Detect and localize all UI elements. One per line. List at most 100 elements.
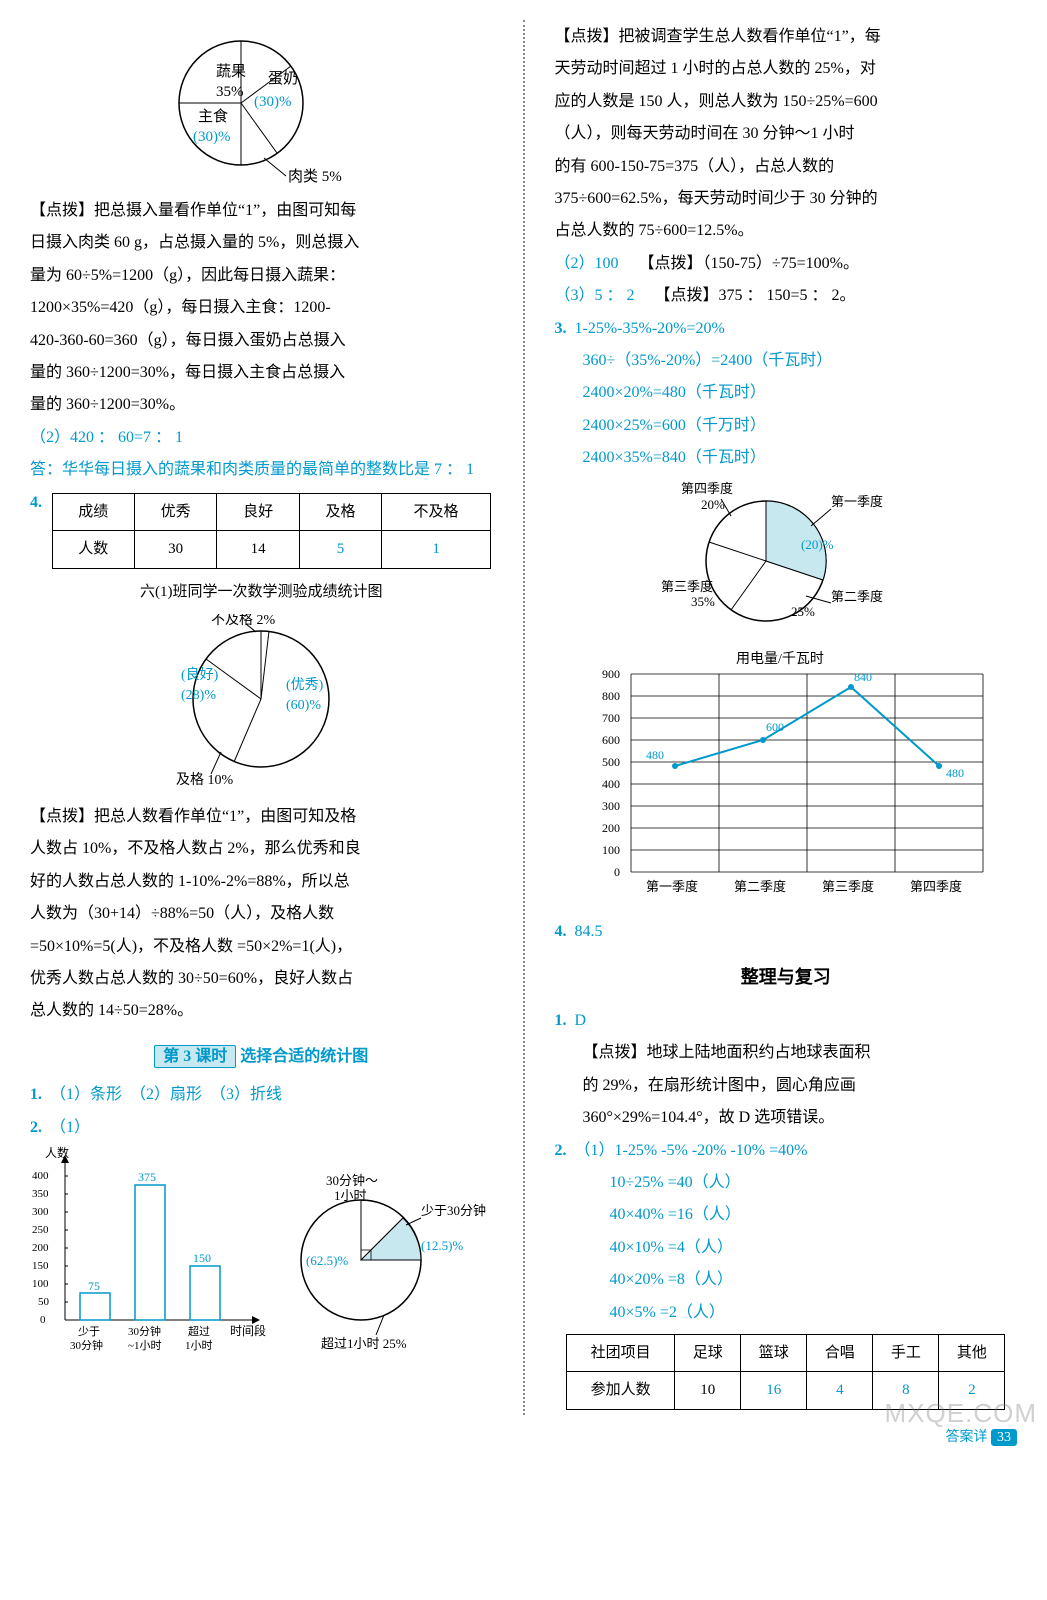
ans2-2-line: （2）100 【点拨】（150-75）÷75=100%。 [555,249,1018,279]
q3-c3: 2400×25%=600（千万时） [555,411,1018,441]
bar-chart: 人数 时间段 0 50 100 150 200 250 300 350 400 [30,1145,266,1360]
svg-text:840: 840 [854,670,872,684]
svg-text:30分钟: 30分钟 [128,1324,161,1338]
svg-text:第四季度: 第四季度 [681,481,733,496]
svg-text:1小时: 1小时 [185,1339,213,1352]
svg-text:480: 480 [646,748,664,762]
svg-text:1小时: 1小时 [334,1188,367,1203]
svg-text:0: 0 [40,1314,46,1326]
th-score: 成绩 [52,493,134,531]
svg-text:900: 900 [602,667,620,681]
th-excellent: 优秀 [134,493,216,531]
ans2-3: （3）5 ： 2 [555,287,635,304]
explain1-l6: 量的 360÷1200=30%，每日摄入主食占总摄入 [30,358,493,388]
svg-text:25%: 25% [791,604,815,619]
lesson3-sub: 选择合适的统计图 [240,1048,368,1065]
r2-c4: 40×20% =8（人） [555,1265,1018,1295]
svg-text:(30)%: (30)% [254,94,292,110]
svg-text:人数: 人数 [45,1145,69,1160]
ct-h0: 社团项目 [567,1334,675,1372]
pie2-svg: 不及格 2% (良好) (28)% (优秀) (60)% 及格 10% [111,614,411,794]
svg-text:超过: 超过 [188,1324,210,1338]
ct-v3: 8 [873,1372,939,1410]
svg-text:300: 300 [602,799,620,813]
page-number: 33 [991,1429,1017,1446]
svg-text:375: 375 [138,1170,156,1184]
th-pass: 及格 [299,493,381,531]
q4-ans: 84.5 [575,923,603,940]
svg-text:时间段: 时间段 [230,1323,266,1338]
ct-h5: 其他 [939,1334,1005,1372]
v-good: 14 [217,531,299,569]
svg-text:超过1小时 25%: 超过1小时 25% [321,1336,407,1351]
explain1-l5: 420-360-60=360（g），每日摄入蛋奶占总摄入 [30,326,493,356]
score-table: 成绩 优秀 良好 及格 不及格 人数 30 14 5 1 [52,493,491,569]
th-fail: 不及格 [382,493,491,531]
svg-text:100: 100 [602,843,620,857]
explain1-l1: 【点拨】把总摄入量看作单位“1”，由图可知每 [30,196,493,226]
ans1-text: 答：华华每日摄入的蔬果和肉类质量的最简单的整数比是 7 ： 1 [30,455,493,485]
r2-c2: 40×40% =16（人） [555,1200,1018,1230]
ct-v1: 16 [741,1372,807,1410]
svg-text:少于: 少于 [78,1325,100,1338]
lesson3-header: 第 3 课时 选择合适的统计图 [30,1042,493,1072]
right-column: 【点拨】把被调查学生总人数看作单位“1”，每 天劳动时间超过 1 小时的占总人数… [555,20,1018,1415]
r1-ans: D [575,1012,587,1029]
svg-text:(60)%: (60)% [286,698,321,713]
r2-c5: 40×5% =2（人） [555,1298,1018,1328]
r1-exp-l2: 的 29%，在扇形统计图中，圆心角应画 [555,1071,1018,1101]
svg-text:30分钟～: 30分钟～ [326,1173,378,1188]
lesson3-q2: 2.（1） [30,1113,493,1143]
lesson3-q1: 1.（1）条形 （2）扇形 （3）折线 [30,1080,493,1110]
q4-r-line: 4.84.5 [555,917,1018,947]
two-column-layout: 蔬果 35% 蛋奶 (30)% 主食 (30)% 肉类 5% 【点拨】把总摄入量… [30,20,1017,1415]
svg-text:第四季度: 第四季度 [910,879,962,894]
svg-text:200: 200 [602,821,620,835]
svg-text:用电量/千瓦时: 用电量/千瓦时 [736,651,824,667]
r2-c0: （1）1-25% -5% -20% -10% =40% [575,1142,808,1159]
r1-line: 1.D [555,1006,1018,1036]
pie-chart-1: 蔬果 35% 蛋奶 (30)% 主食 (30)% 肉类 5% [30,28,493,188]
linechart-svg: 用电量/千瓦时 [576,649,996,909]
svg-text:100: 100 [32,1278,49,1290]
r1-exp-l1: 【点拨】地球上陆地面积约占地球表面积 [555,1038,1018,1068]
explain2-l5: =50×10%=5(人)，不及格人数 =50×2%=1(人)， [30,932,493,962]
svg-text:50: 50 [38,1296,50,1308]
ct-v4: 2 [939,1372,1005,1410]
pie-chart-2: 不及格 2% (良好) (28)% (优秀) (60)% 及格 10% [30,614,493,794]
svg-text:少于30分钟: 少于30分钟 [421,1203,486,1218]
explain1-l4: 1200×35%=420（g），每日摄入主食：1200- [30,293,493,323]
explain2-l2: 人数占 10%，不及格人数占 2%，那么优秀和良 [30,834,493,864]
svg-text:150: 150 [32,1260,49,1272]
ct-h2: 篮球 [741,1334,807,1372]
svg-text:35%: 35% [691,594,715,609]
ans2-3-line: （3）5 ： 2 【点拨】375 ： 150=5 ： 2。 [555,281,1018,311]
rexp-l1: 【点拨】把被调查学生总人数看作单位“1”，每 [555,22,1018,52]
rexp-l3: 应的人数是 150 人，则总人数为 150÷25%=600 [555,87,1018,117]
svg-text:200: 200 [32,1242,49,1254]
svg-text:(28)%: (28)% [181,688,216,703]
svg-text:30分钟: 30分钟 [70,1338,103,1352]
explain2-l3: 好的人数占总人数的 1-10%-2%=88%，所以总 [30,867,493,897]
pie-chart-3: 30分钟～ 1小时 (62.5)% 少于30分钟 (12.5)% 超过1小时 2… [266,1170,492,1360]
rexp-l6: 375÷600=62.5%，每天劳动时间少于 30 分钟的 [555,184,1018,214]
svg-text:500: 500 [602,755,620,769]
svg-text:第一季度: 第一季度 [831,494,883,509]
q3-line: 3.1-25%-35%-20%=20% [555,314,1018,344]
page-footer: 答案详 33 [30,1425,1017,1452]
table1-title: 六(1)班同学一次数学测验成绩统计图 [30,578,493,607]
rexp-l2: 天劳动时间超过 1 小时的占总人数的 25%，对 [555,54,1018,84]
lesson3-box: 第 3 课时 [154,1045,236,1068]
club-table: 社团项目 足球 篮球 合唱 手工 其他 参加人数 10 16 4 8 2 [566,1334,1005,1410]
svg-text:不及格 2%: 不及格 2% [211,614,275,628]
pie1-svg: 蔬果 35% 蛋奶 (30)% 主食 (30)% 肉类 5% [146,28,376,188]
svg-text:480: 480 [946,766,964,780]
svg-text:(62.5)%: (62.5)% [306,1253,348,1268]
pie4-svg: 第四季度 20% 第一季度 (20)% 第三季度 35% 第二季度 25% [646,481,926,641]
svg-text:35%: 35% [216,84,244,100]
pie-chart-4: 第四季度 20% 第一季度 (20)% 第三季度 35% 第二季度 25% [555,481,1018,641]
svg-text:(30)%: (30)% [193,129,231,145]
ans2-2: （2）100 [555,255,619,272]
explain1-l2: 日摄入肉类 60 g，占总摄入量的 5%，则总摄入 [30,228,493,258]
svg-text:~1小时: ~1小时 [128,1339,161,1352]
